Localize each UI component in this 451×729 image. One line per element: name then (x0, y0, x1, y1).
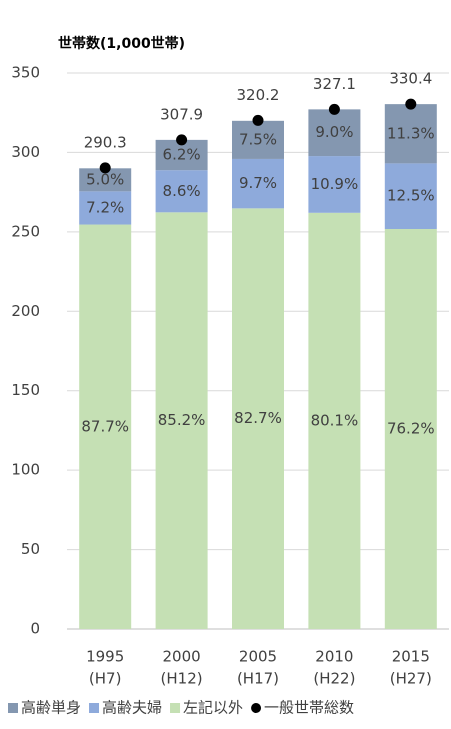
bar-segment (308, 156, 361, 213)
bar-segment (232, 120, 284, 159)
bar-segment (232, 158, 284, 209)
share-label: 8.6% (163, 182, 201, 200)
bar-segment (155, 212, 208, 629)
x-tick-sublabel: (H7) (89, 670, 122, 688)
bar-segment (384, 104, 437, 164)
y-tick-label: 150 (11, 381, 40, 399)
share-label: 5.0% (86, 170, 124, 188)
x-tick-label: 2015 (392, 648, 430, 666)
share-label: 11.3% (387, 124, 435, 142)
share-label: 76.2% (387, 419, 435, 437)
legend-label: 高齢夫婦 (102, 699, 162, 717)
total-label: 290.3 (84, 133, 127, 151)
total-label: 320.2 (237, 86, 280, 104)
y-tick-label: 50 (21, 540, 40, 558)
share-label: 6.2% (163, 146, 201, 164)
legend-label: 左記以外 (183, 699, 243, 717)
x-tick-sublabel: (H27) (390, 670, 432, 688)
bar-segment (308, 212, 361, 629)
total-dot (252, 114, 264, 126)
x-tick-label: 2010 (315, 648, 353, 666)
y-tick-label: 0 (30, 620, 40, 638)
share-label: 7.2% (86, 198, 124, 216)
x-tick-sublabel: (H22) (313, 670, 355, 688)
total-dot (99, 162, 111, 174)
bar-segment (79, 191, 132, 225)
total-dot (328, 103, 340, 115)
y-tick-label: 300 (11, 143, 40, 161)
total-label: 330.4 (389, 70, 432, 88)
legend-marker (89, 703, 100, 713)
bar-segment (384, 228, 437, 629)
share-label: 9.0% (315, 123, 353, 141)
share-label: 87.7% (81, 417, 129, 435)
legend-marker (8, 703, 18, 713)
x-tick-label: 1995 (86, 648, 124, 666)
share-label: 12.5% (387, 187, 435, 205)
share-label: 82.7% (234, 409, 282, 427)
legend-marker (251, 703, 262, 713)
total-dot (405, 98, 417, 110)
x-tick-label: 2005 (239, 648, 277, 666)
x-tick-label: 2000 (163, 648, 201, 666)
legend-marker (170, 703, 181, 713)
y-tick-label: 200 (11, 302, 40, 320)
y-tick-label: 100 (11, 461, 40, 479)
bar-segment (384, 163, 437, 229)
share-label: 9.7% (239, 174, 277, 192)
bar-segment (79, 224, 132, 629)
bar-segment (155, 170, 208, 213)
bar-segment (308, 109, 361, 157)
x-tick-sublabel: (H12) (161, 670, 203, 688)
share-label: 80.1% (311, 411, 359, 429)
total-dot (176, 134, 188, 146)
legend-label: 高齢単身 (21, 699, 81, 717)
y-axis-label: 世帯数(1,000世帯) (58, 35, 185, 52)
bar-segment (232, 208, 284, 629)
share-label: 10.9% (311, 175, 359, 193)
share-label: 7.5% (239, 130, 277, 148)
bar-segment (79, 168, 132, 192)
y-tick-label: 350 (11, 64, 40, 82)
total-label: 307.9 (160, 105, 203, 123)
total-label: 327.1 (313, 75, 356, 93)
x-tick-sublabel: (H17) (237, 670, 279, 688)
y-tick-label: 250 (11, 222, 40, 240)
share-label: 85.2% (158, 411, 206, 429)
legend-label: 一般世帯総数 (264, 699, 354, 717)
